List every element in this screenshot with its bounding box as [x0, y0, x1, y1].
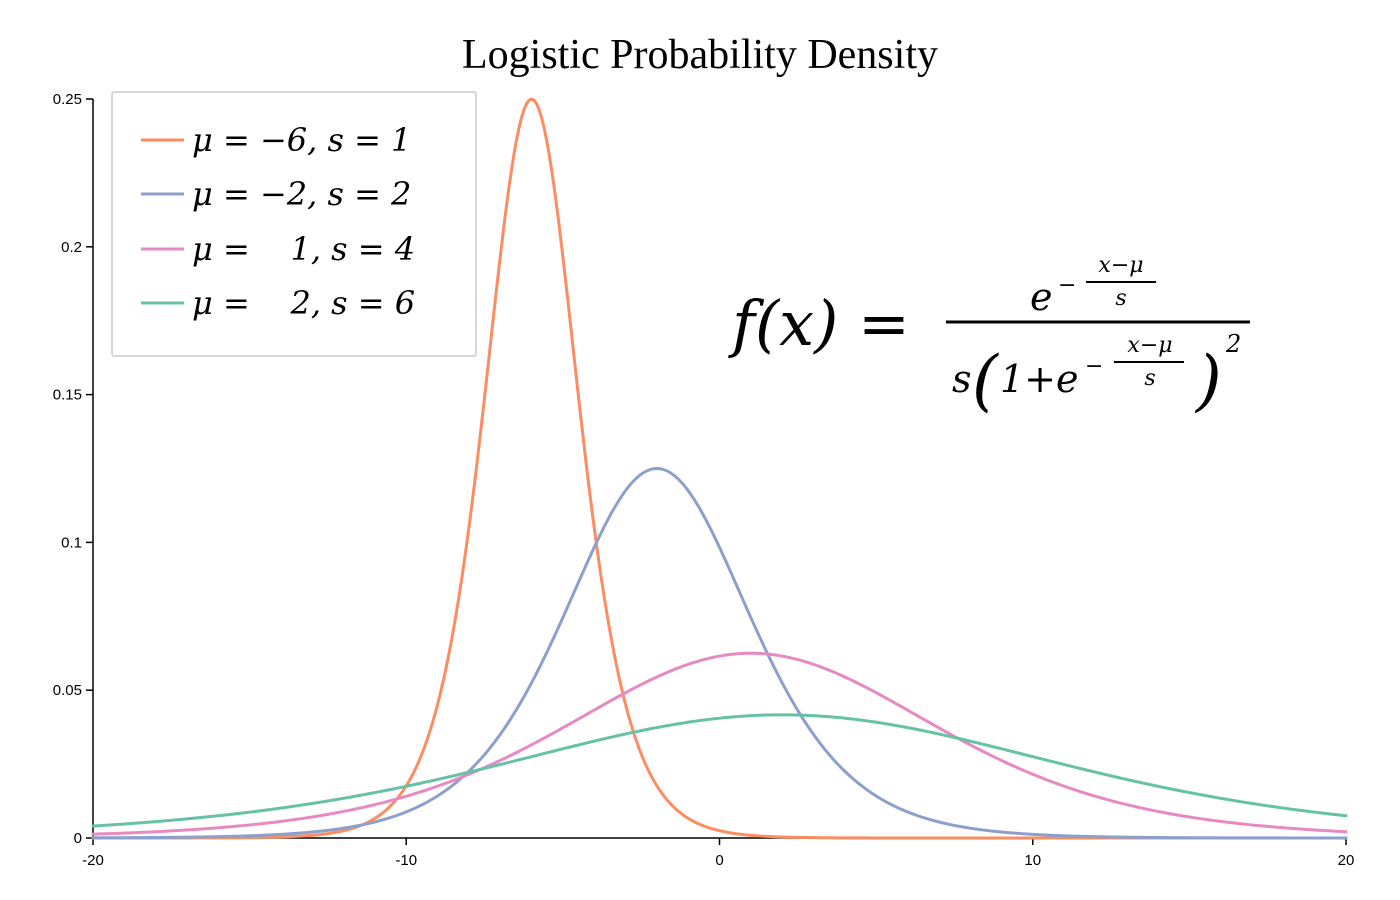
formula-numerator-exp-sign: −	[1058, 273, 1076, 298]
x-tick-label: 10	[1024, 852, 1041, 869]
series-line-4	[91, 713, 1348, 828]
y-axis: 0 0.05 0.1 0.15 0.2 0.25	[53, 91, 94, 847]
y-tick-label: 0.25	[53, 91, 82, 108]
legend: μ = −6, s = 1 μ = −2, s = 2 μ = 1, s = 4 μ …	[111, 91, 477, 357]
formula-lhs: f(x) =	[728, 287, 910, 360]
x-tick-label: 0	[715, 852, 723, 869]
x-axis: -20 -10 0 10 20	[82, 837, 1355, 869]
formula-numerator-exp-num: x−μ	[1098, 253, 1143, 278]
formula-right-paren: )	[1194, 342, 1222, 419]
y-tick-label: 0.15	[53, 387, 82, 404]
x-tick-label: 20	[1338, 852, 1355, 869]
formula-denominator-exp-num: x−μ	[1127, 333, 1172, 358]
y-tick-label: 0.05	[53, 682, 82, 699]
formula-power: 2	[1225, 330, 1241, 358]
series-line-3	[91, 651, 1348, 836]
legend-label-1: μ = −6, s = 1	[192, 121, 411, 159]
legend-label-4: μ = 2, s = 6	[192, 284, 415, 322]
formula-denominator-prefix: s	[952, 357, 972, 401]
x-tick-label: -20	[82, 852, 104, 869]
chart-title: Logistic Probability Density	[462, 32, 938, 78]
formula-denominator-exp-sign: −	[1085, 354, 1103, 379]
legend-box	[111, 91, 477, 357]
x-tick-label: -10	[395, 852, 417, 869]
y-tick-label: 0.1	[61, 534, 82, 551]
formula-numerator-exp-den: s	[1115, 286, 1126, 311]
series-layer	[91, 97, 1348, 840]
formula-numerator-base: e	[1030, 275, 1053, 319]
legend-label-2: μ = −2, s = 2	[192, 175, 411, 213]
formula-denominator-exp-den: s	[1144, 366, 1155, 391]
series-line-2	[91, 467, 1348, 840]
formula-annotation: f(x) = e − x−μ s s ( 1+e − x−μ s ) 2	[728, 253, 1250, 419]
y-tick-label: 0.2	[61, 239, 82, 256]
y-tick-label: 0	[74, 830, 82, 847]
formula-left-paren: (	[972, 342, 999, 419]
formula-denominator-inner: 1+e	[1000, 357, 1079, 401]
legend-label-3: μ = 1, s = 4	[192, 230, 415, 268]
